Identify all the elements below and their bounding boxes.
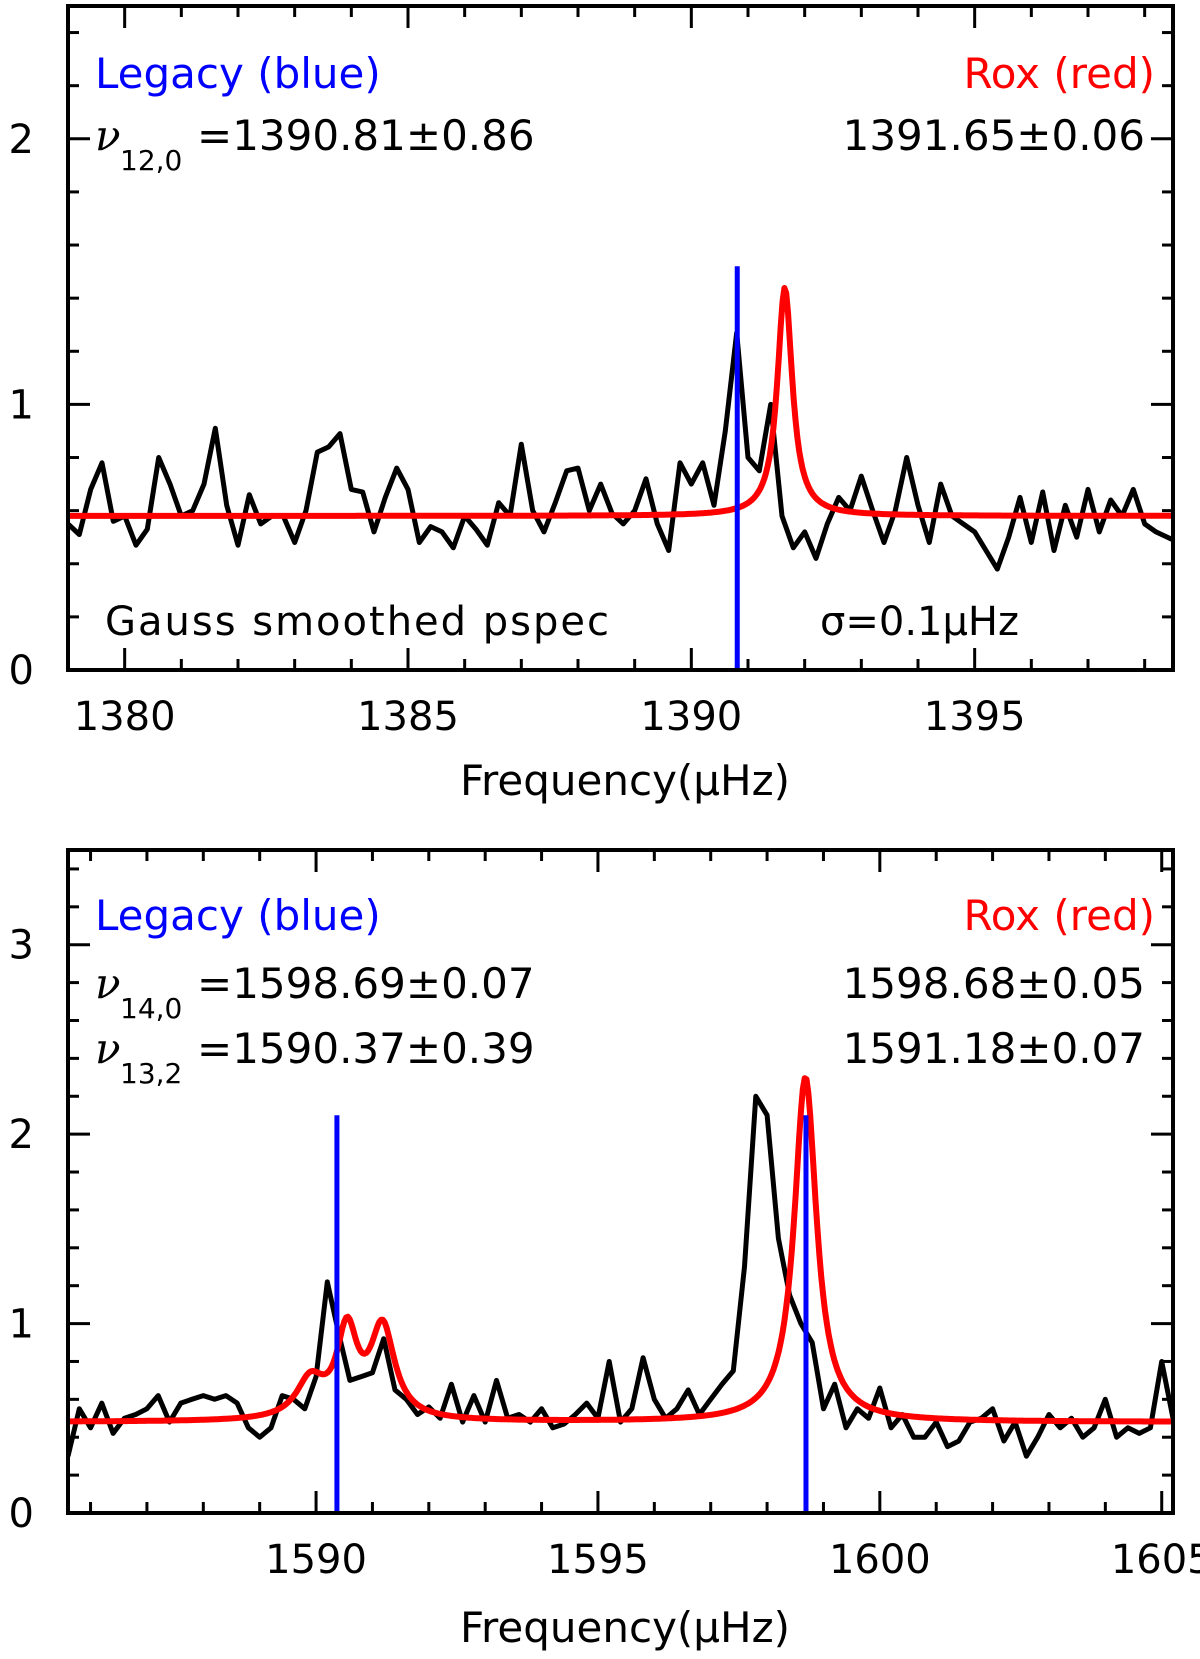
top-rox-fit-line — [68, 285, 1173, 519]
top-plot-frame — [66, 4, 1175, 672]
bottom-mode2-legacy-value: =1590.37±0.39 — [197, 1024, 535, 1073]
bottom-x-tick-label: 1605 — [1111, 1537, 1200, 1583]
top-note-right: σ=0.1μHz — [820, 599, 1019, 645]
bottom-mode1-subscript: 14,0 — [120, 992, 182, 1025]
top-rox-value: 1391.65±0.06 — [843, 111, 1145, 160]
bottom-smoothed-spectrum-line — [68, 1093, 1173, 1459]
top-x-tick-label: 1380 — [74, 694, 176, 740]
bottom-mode2-label: ν — [95, 1024, 121, 1073]
bottom-y-tick-label: 0 — [9, 1491, 34, 1537]
bottom-x-tick-label: 1595 — [547, 1537, 649, 1583]
top-legacy-title: Legacy (blue) — [95, 49, 381, 98]
bottom-mode1-legacy-value: =1598.69±0.07 — [197, 959, 535, 1008]
top-note-left: Gauss smoothed pspec — [105, 599, 611, 645]
top-rox-title: Rox (red) — [963, 49, 1155, 98]
bottom-legacy-title: Legacy (blue) — [95, 891, 381, 940]
top-legacy-value: =1390.81±0.86 — [197, 111, 535, 160]
bottom-panel: 1590 1595 1600 1605 0 1 2 3 Legacy (blue) Rox (… — [9, 848, 1200, 1652]
bottom-y-tick-label: 1 — [9, 1302, 34, 1348]
bottom-y-tick-label: 3 — [9, 923, 34, 969]
bottom-x-tick-label: 1600 — [829, 1537, 931, 1583]
top-mode-label: ν — [95, 111, 121, 160]
bottom-x-tick-label: 1590 — [265, 1537, 367, 1583]
top-smoothed-spectrum-line — [68, 330, 1173, 572]
bottom-rox-fit-line — [68, 1075, 1173, 1425]
top-y-tick-label: 2 — [9, 117, 34, 163]
bottom-mode2-subscript: 13,2 — [120, 1057, 182, 1090]
bottom-y-tick-label: 2 — [9, 1112, 34, 1158]
bottom-rox-title: Rox (red) — [963, 891, 1155, 940]
top-panel: 1380 1385 1390 1395 0 1 2 Legacy (blue) Rox (r… — [9, 4, 1175, 805]
top-y-tick-label: 0 — [9, 648, 34, 694]
top-x-tick-label: 1385 — [357, 694, 459, 740]
top-x-tick-label: 1390 — [640, 694, 742, 740]
bottom-mode2-rox-value: 1591.18±0.07 — [843, 1024, 1145, 1073]
bottom-mode1-rox-value: 1598.68±0.05 — [843, 959, 1145, 1008]
bottom-plot-frame — [66, 848, 1175, 1515]
top-mode-subscript: 12,0 — [120, 144, 182, 177]
top-y-tick-label: 1 — [9, 382, 34, 428]
bottom-mode1-label: ν — [95, 959, 121, 1008]
top-x-axis-label: Frequency(μHz) — [460, 756, 790, 805]
top-x-tick-label: 1395 — [924, 694, 1026, 740]
bottom-x-axis-label: Frequency(μHz) — [460, 1603, 790, 1652]
